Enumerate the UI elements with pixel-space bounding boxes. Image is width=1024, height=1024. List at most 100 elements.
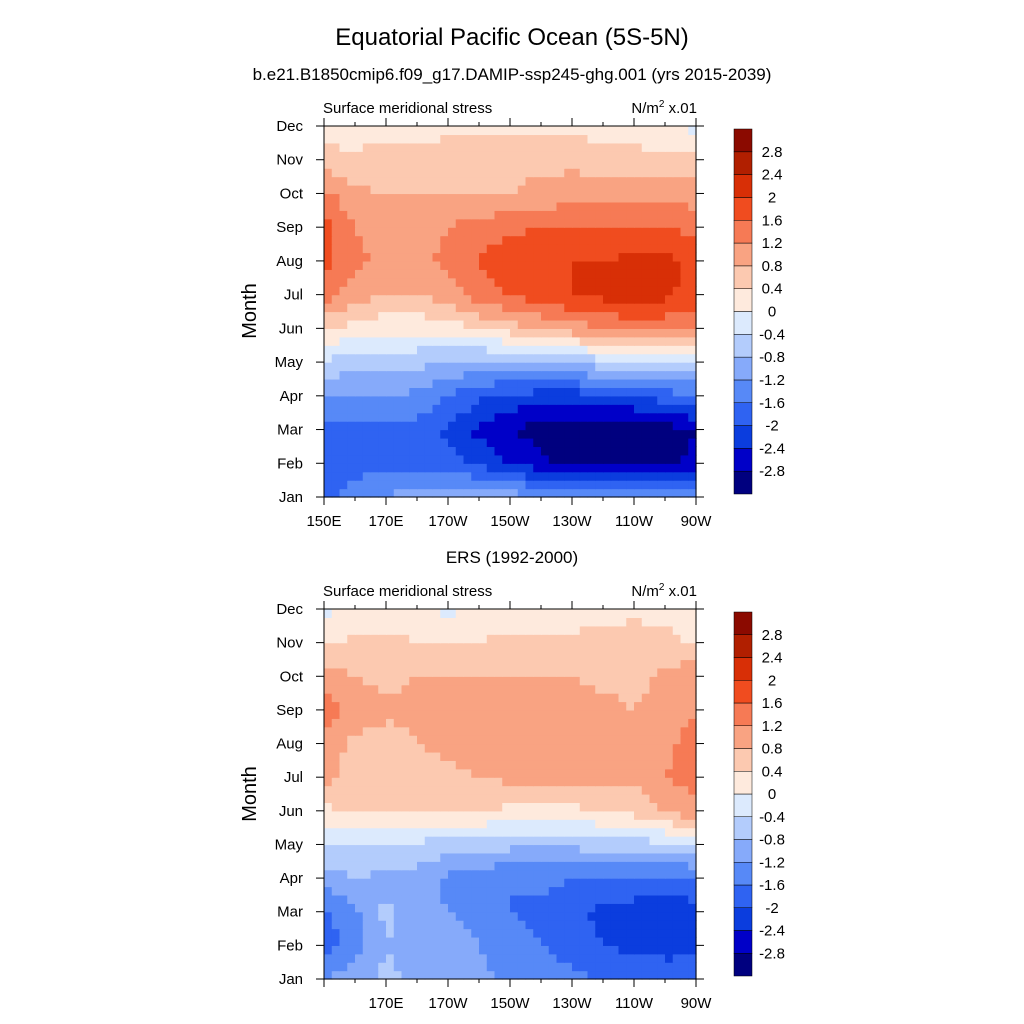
heatmap-cell [556, 911, 565, 921]
heatmap-cell [564, 785, 573, 795]
heatmap-cell [610, 201, 620, 211]
heatmap-cell [649, 286, 658, 296]
heatmap-cell [587, 319, 596, 329]
heatmap-cell [471, 429, 480, 439]
heatmap-cell [432, 609, 441, 619]
heatmap-cell [517, 617, 527, 627]
heatmap-cell [331, 659, 341, 669]
heatmap-cell [665, 353, 674, 363]
heatmap-cell [494, 168, 503, 178]
heatmap-cell [541, 387, 550, 397]
heatmap-cell [401, 126, 410, 136]
heatmap-cell [634, 336, 643, 346]
heatmap-cell [393, 709, 403, 719]
heatmap-cell [463, 286, 472, 296]
heatmap-cell [378, 819, 387, 829]
heatmap-cell [572, 345, 581, 355]
heatmap-cell [634, 235, 643, 245]
heatmap-cell [463, 269, 472, 279]
heatmap-cell [672, 869, 682, 879]
heatmap-cell [455, 878, 465, 888]
heatmap-cell [587, 387, 596, 397]
heatmap-cell [595, 844, 604, 854]
heatmap-cell [595, 651, 604, 661]
heatmap-cell [641, 454, 651, 464]
heatmap-cell [634, 701, 643, 711]
heatmap-cell [595, 936, 604, 946]
heatmap-cell [533, 802, 542, 812]
heatmap-cell [680, 463, 689, 473]
heatmap-cell [665, 244, 674, 254]
heatmap-cell [409, 827, 418, 837]
heatmap-cell [355, 760, 364, 770]
heatmap-cell [510, 168, 519, 178]
heatmap-cell [626, 353, 635, 363]
heatmap-cell [393, 718, 403, 728]
heatmap-cell [393, 794, 403, 804]
heatmap-cell [401, 726, 410, 736]
heatmap-cell [417, 294, 426, 304]
heatmap-cell [494, 970, 503, 980]
heatmap-cell [533, 336, 542, 346]
heatmap-cell [339, 726, 348, 736]
heatmap-cell [347, 642, 356, 652]
heatmap-cell [533, 726, 542, 736]
heatmap-cell [510, 395, 519, 405]
heatmap-cell [688, 429, 697, 439]
heatmap-cell [432, 328, 441, 338]
heatmap-cell [386, 429, 395, 439]
heatmap-cell [440, 421, 449, 431]
heatmap-cell [393, 303, 403, 313]
heatmap-cell [587, 286, 596, 296]
heatmap-cell [339, 844, 348, 854]
heatmap-cell [401, 920, 410, 930]
heatmap-cell [572, 920, 581, 930]
heatmap-cell [393, 785, 403, 795]
heatmap-cell [595, 634, 604, 644]
heatmap-cell [564, 201, 573, 211]
heatmap-cell [502, 227, 511, 237]
heatmap-cell [618, 151, 627, 161]
heatmap-cell [424, 701, 434, 711]
heatmap-cell [603, 201, 612, 211]
heatmap-cell [548, 760, 558, 770]
heatmap-cell [572, 244, 581, 254]
heatmap-cell [370, 827, 379, 837]
heatmap-cell [579, 920, 589, 930]
heatmap-cell [680, 387, 689, 397]
heatmap-cell [595, 429, 604, 439]
heatmap-cell [618, 480, 627, 490]
heatmap-cell [362, 429, 372, 439]
heatmap-cell [525, 970, 534, 980]
heatmap-cell [510, 802, 519, 812]
heatmap-cell [672, 743, 682, 753]
heatmap-cell [587, 235, 596, 245]
heatmap-cell [572, 412, 581, 422]
y-tick-label: Oct [280, 668, 304, 685]
heatmap-cell [533, 684, 542, 694]
heatmap-cell [471, 970, 480, 980]
heatmap-cell [680, 945, 689, 955]
heatmap-cell [517, 235, 527, 245]
heatmap-cell [649, 260, 658, 270]
heatmap-cell [324, 176, 333, 186]
heatmap-cell [618, 625, 627, 635]
heatmap-cell [587, 651, 596, 661]
heatmap-cell [517, 642, 527, 652]
heatmap-cell [665, 370, 674, 380]
heatmap-cell [331, 421, 341, 431]
heatmap-cell [331, 395, 341, 405]
heatmap-cell [641, 370, 651, 380]
heatmap-cell [525, 718, 534, 728]
heatmap-cell [517, 362, 527, 372]
heatmap-cell [626, 126, 635, 136]
heatmap-cell [502, 634, 511, 644]
heatmap-cell [510, 726, 519, 736]
panel-model-units-sup: 2 [659, 99, 665, 110]
heatmap-cell [603, 634, 612, 644]
heatmap-cell [548, 894, 558, 904]
heatmap-cell [564, 962, 573, 972]
heatmap-cell [579, 244, 589, 254]
heatmap-cell [680, 446, 689, 456]
heatmap-cell [455, 370, 465, 380]
